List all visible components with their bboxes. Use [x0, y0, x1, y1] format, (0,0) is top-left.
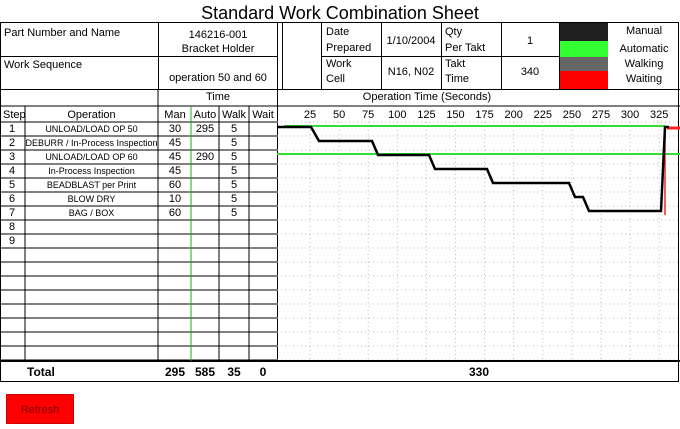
row-walk: 5 [230, 137, 238, 149]
page-title: Standard Work Combination Sheet [201, 3, 479, 23]
date-value: 1/10/2004 [386, 35, 436, 47]
tick-label: 25 [303, 109, 317, 121]
row-walk: 5 [230, 151, 238, 163]
row-operation: BLOW DRY [67, 194, 116, 204]
time-header: Time [205, 91, 231, 103]
part-number: 146216-001 [188, 29, 248, 41]
tick-label: 50 [332, 109, 346, 121]
cell-label-2: Cell [326, 73, 345, 85]
work-sequence-value: operation 50 and 60 [169, 72, 267, 84]
total-auto: 585 [194, 365, 216, 379]
row-step: 1 [8, 123, 16, 135]
qty-label-2: Per Takt [445, 42, 486, 54]
tick-label: 125 [417, 109, 436, 121]
row-man: 45 [168, 165, 182, 177]
total-walk: 35 [227, 365, 241, 379]
row-step: 6 [8, 193, 16, 205]
tick-label: 200 [504, 109, 523, 121]
time-chart [1, 89, 680, 362]
tick-label: 175 [475, 109, 494, 121]
part-name: Bracket Holder [181, 43, 255, 55]
legend-label-walking: Walking [624, 58, 664, 70]
row-walk: 5 [230, 165, 238, 177]
date-label: Date [326, 26, 350, 38]
tick-label: 300 [620, 109, 640, 121]
legend-swatch-waiting [560, 71, 608, 89]
legend-label-manual: Manual [625, 25, 663, 37]
row-auto: 295 [195, 123, 215, 135]
combination-sheet: Part Number and Name 146216-001 Bracket … [0, 22, 680, 382]
tick-label: 275 [591, 109, 611, 121]
work-sequence-label: Work Sequence [4, 59, 83, 71]
row-step: 3 [8, 151, 16, 163]
step-header: Step [3, 109, 26, 121]
row-step: 9 [8, 235, 16, 247]
part-label: Part Number and Name [4, 27, 121, 39]
legend-label-waiting: Waiting [625, 73, 663, 85]
legend-label-automatic: Automatic [619, 43, 669, 55]
takt-value: 340 [520, 66, 540, 78]
qty-value: 1 [526, 35, 534, 47]
tick-label: 100 [388, 109, 407, 121]
row-step: 2 [8, 137, 16, 149]
row-step: 8 [8, 221, 16, 233]
row-operation: BEADBLAST per Print [46, 180, 137, 190]
row-operation: BAG / BOX [68, 208, 115, 218]
legend-swatch-automatic [560, 41, 608, 57]
row-operation: UNLOAD/LOAD OP 50 [45, 124, 138, 134]
walk-header: Walk [221, 109, 247, 121]
manual-work-line [277, 125, 669, 213]
row-man: 60 [168, 207, 182, 219]
takt-label-2: Time [445, 73, 470, 85]
tick-label: 150 [446, 109, 465, 121]
auto-header: Auto [193, 109, 217, 121]
man-header: Man [164, 109, 186, 121]
row-man: 10 [168, 193, 182, 205]
row-operation: DEBURR / In-Process Inspection [25, 138, 158, 148]
row-walk: 5 [230, 193, 238, 205]
row-walk: 5 [230, 123, 238, 135]
row-man: 45 [168, 137, 182, 149]
wait-header: Wait [252, 109, 274, 121]
op-time-header: Operation Time (Seconds) [362, 91, 492, 103]
total-man: 295 [164, 365, 186, 379]
row-walk: 5 [230, 179, 238, 191]
row-operation: In-Process Inspection [48, 166, 135, 176]
legend-swatch-walking [560, 57, 608, 71]
cell-label: Work [326, 58, 352, 70]
row-man: 45 [168, 151, 182, 163]
row-walk: 5 [230, 207, 238, 219]
takt-label: Takt [445, 58, 466, 70]
row-man: 30 [168, 123, 182, 135]
tick-label: 250 [562, 109, 582, 121]
row-step: 4 [8, 165, 16, 177]
refresh-button[interactable]: Refresh [6, 394, 74, 424]
date-label-2: Prepared [326, 42, 372, 54]
tick-label: 325 [650, 109, 669, 121]
total-wait: 0 [259, 365, 267, 379]
row-step: 7 [8, 207, 16, 219]
legend-swatch-manual [560, 23, 608, 41]
operation-header: Operation [67, 109, 116, 121]
tick-label: 225 [533, 109, 552, 121]
cell-value: N16, N02 [387, 66, 435, 78]
row-step: 5 [8, 179, 16, 191]
total-op-time: 330 [468, 365, 490, 379]
tick-label: 75 [362, 109, 375, 121]
row-auto: 290 [195, 151, 215, 163]
qty-label: Qty [445, 26, 463, 38]
row-man: 60 [168, 179, 182, 191]
row-operation: UNLOAD/LOAD OP 60 [45, 152, 138, 162]
total-label: Total [27, 365, 55, 379]
